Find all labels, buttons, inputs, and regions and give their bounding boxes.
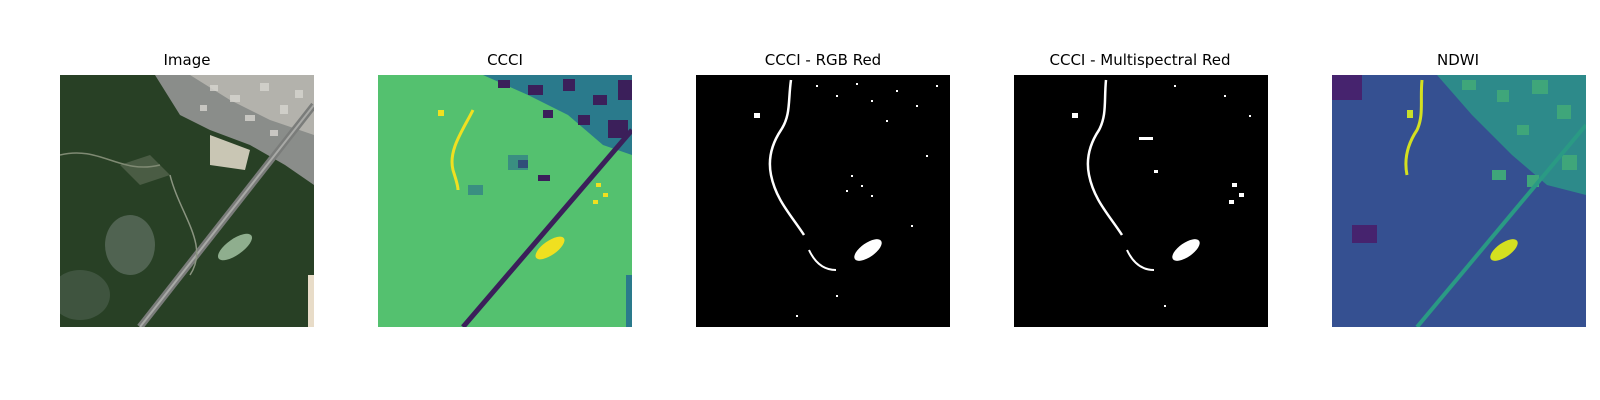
- panel-title-ndwi: NDWI: [1436, 51, 1480, 69]
- panel-title-ccci-multispectral-red: CCCI - Multispectral Red: [1049, 51, 1231, 69]
- panel-image: [60, 75, 314, 327]
- satellite-image: [60, 75, 314, 327]
- panel-title-ccci: CCCI: [487, 51, 523, 69]
- panel-ccci: [378, 75, 632, 327]
- panel-ndwi: [1332, 75, 1586, 327]
- panel-ccci-multispectral-red: [1014, 75, 1268, 327]
- ndwi-map: [1332, 75, 1586, 327]
- ccci-rgb-red-mask: [696, 75, 950, 327]
- ccci-multispectral-red-mask: [1014, 75, 1268, 327]
- ccci-map: [378, 75, 632, 327]
- panel-title-ccci-rgb-red: CCCI - RGB Red: [764, 51, 882, 69]
- panel-ccci-rgb-red: [696, 75, 950, 327]
- panel-title-image: Image: [163, 51, 211, 69]
